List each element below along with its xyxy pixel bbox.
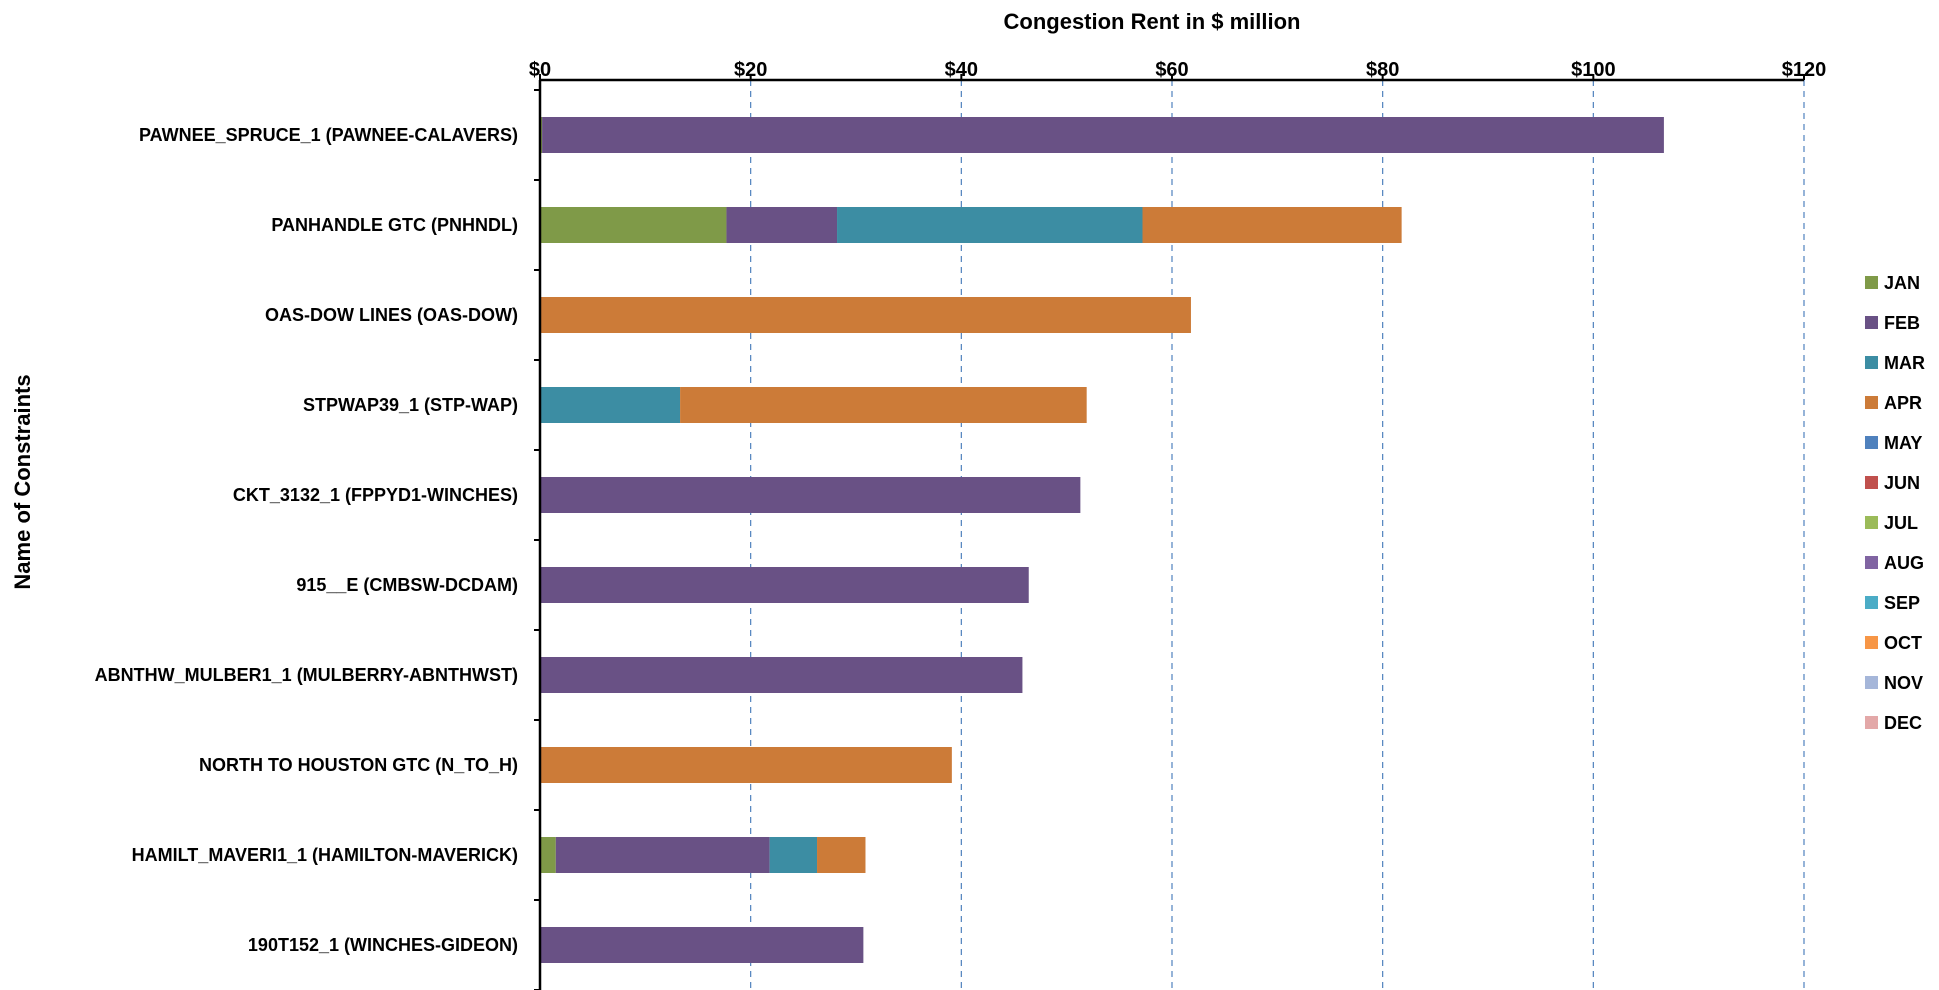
legend-label-aug: AUG [1884, 553, 1924, 573]
bar-segment-feb [555, 837, 770, 873]
category-label: CKT_3132_1 (FPPYD1-WINCHES) [233, 485, 518, 505]
legend-swatch-jun [1865, 476, 1878, 489]
legend-label-apr: APR [1884, 393, 1922, 413]
bar-segment-apr [540, 297, 1191, 333]
bar-segment-apr [817, 837, 866, 873]
legend-swatch-nov [1865, 676, 1878, 689]
x-tick-label: $120 [1782, 59, 1827, 81]
chart-title: Congestion Rent in $ million [1004, 9, 1301, 34]
legend-swatch-apr [1865, 396, 1878, 409]
category-label: 915__E (CMBSW-DCDAM) [296, 575, 518, 595]
category-label: NORTH TO HOUSTON GTC (N_TO_H) [199, 755, 518, 775]
category-label: ABNTHW_MULBER1_1 (MULBERRY-ABNTHWST) [95, 665, 518, 685]
category-label: HAMILT_MAVERI1_1 (HAMILTON-MAVERICK) [132, 845, 518, 865]
bar-segment-mar [837, 207, 1143, 243]
legend: JAN FEB MAR APR MAY JUN JUL AUG SEP OCT NOV DEC [1865, 273, 1925, 733]
legend-swatch-feb [1865, 316, 1878, 329]
x-tick-label: $80 [1366, 59, 1399, 81]
legend-swatch-aug [1865, 556, 1878, 569]
bar-segment-feb [540, 927, 864, 963]
bar-segment-feb [542, 117, 1664, 153]
legend-label-sep: SEP [1884, 593, 1920, 613]
legend-swatch-dec [1865, 716, 1878, 729]
legend-swatch-may [1865, 436, 1878, 449]
bar-segment-jan [540, 207, 727, 243]
bar-segment-feb [726, 207, 838, 243]
legend-swatch-oct [1865, 636, 1878, 649]
gridlines [750, 80, 1805, 990]
bar-segment-feb [540, 567, 1029, 603]
bar-segment-mar [769, 837, 818, 873]
legend-label-nov: NOV [1884, 673, 1923, 693]
category-label: STPWAP39_1 (STP-WAP) [303, 395, 518, 415]
x-tick-label: $100 [1571, 59, 1616, 81]
legend-label-jul: JUL [1884, 513, 1918, 533]
category-label: PAWNEE_SPRUCE_1 (PAWNEE-CALAVERS) [139, 125, 518, 145]
axes [534, 74, 1805, 990]
legend-label-may: MAY [1884, 433, 1922, 453]
bar-segment-feb [540, 657, 1023, 693]
y-axis-title: Name of Constraints [10, 374, 35, 589]
x-tick-label: $40 [945, 59, 978, 81]
bar-segment-feb [540, 477, 1081, 513]
category-label: PANHANDLE GTC (PNHNDL) [271, 215, 518, 235]
x-tick-label: $20 [734, 59, 767, 81]
bar-segment-apr [1142, 207, 1402, 243]
legend-label-jun: JUN [1884, 473, 1920, 493]
category-label: 190T152_1 (WINCHES-GIDEON) [248, 935, 518, 955]
x-tick-label: $0 [529, 59, 551, 81]
bar-segment-apr [540, 747, 952, 783]
legend-swatch-mar [1865, 356, 1878, 369]
x-tick-label: $60 [1155, 59, 1188, 81]
bar-segment-apr [680, 387, 1087, 423]
legend-label-oct: OCT [1884, 633, 1922, 653]
legend-label-dec: DEC [1884, 713, 1922, 733]
bars [540, 117, 1664, 963]
x-tick-labels: $0 $20 $40 $60 $80 $100 $120 [529, 59, 1826, 81]
bar-segment-mar [540, 387, 681, 423]
category-labels: PAWNEE_SPRUCE_1 (PAWNEE-CALAVERS) PANHAND… [95, 125, 518, 955]
legend-swatch-sep [1865, 596, 1878, 609]
legend-swatch-jan [1865, 276, 1878, 289]
legend-swatch-jul [1865, 516, 1878, 529]
legend-label-jan: JAN [1884, 273, 1920, 293]
category-label: OAS-DOW LINES (OAS-DOW) [265, 305, 518, 325]
legend-label-mar: MAR [1884, 353, 1925, 373]
legend-label-feb: FEB [1884, 313, 1920, 333]
bar-segment-jan [540, 837, 556, 873]
